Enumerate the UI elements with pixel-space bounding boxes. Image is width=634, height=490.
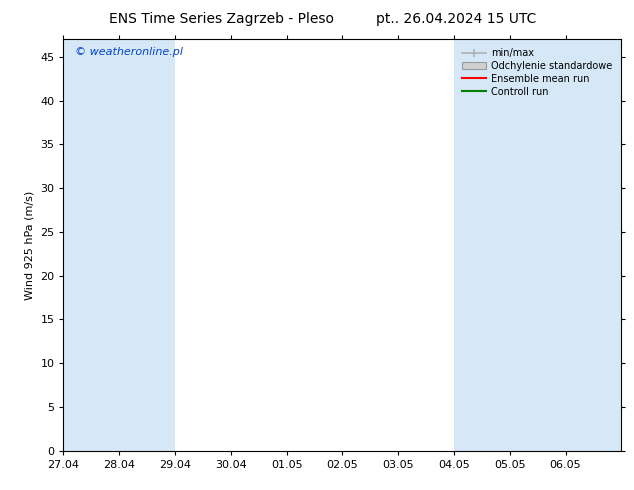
Text: pt.. 26.04.2024 15 UTC: pt.. 26.04.2024 15 UTC	[377, 12, 536, 26]
Bar	[454, 39, 510, 451]
Text: ENS Time Series Zagrzeb - Pleso: ENS Time Series Zagrzeb - Pleso	[110, 12, 334, 26]
Y-axis label: Wind 925 hPa (m/s): Wind 925 hPa (m/s)	[25, 191, 35, 299]
Bar	[566, 39, 621, 451]
Bar	[63, 39, 119, 451]
Text: © weatheronline.pl: © weatheronline.pl	[75, 48, 183, 57]
Legend: min/max, Odchylenie standardowe, Ensemble mean run, Controll run: min/max, Odchylenie standardowe, Ensembl…	[458, 44, 616, 100]
Bar	[510, 39, 566, 451]
Bar	[119, 39, 175, 451]
